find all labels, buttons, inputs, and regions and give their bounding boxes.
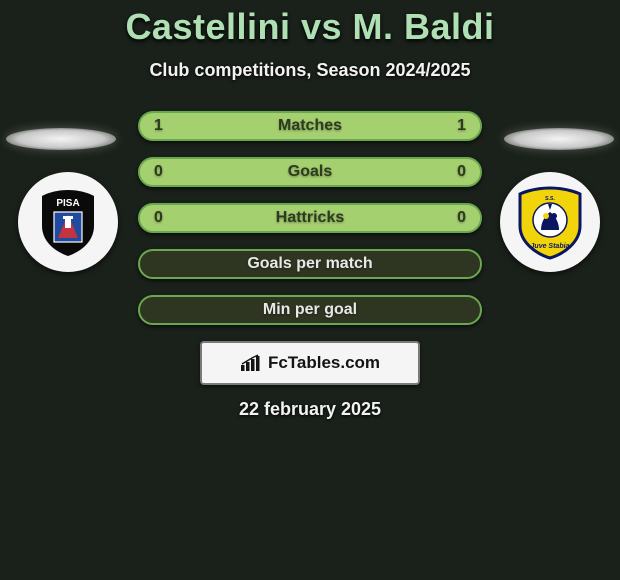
stat-row: Goals per match — [138, 249, 482, 279]
stat-left-value: 1 — [154, 117, 166, 135]
juve-stabia-crest-icon: S.S. Juve Stabia — [510, 182, 590, 262]
stat-right-value: 0 — [454, 163, 466, 181]
club-badge-left: PISA — [18, 172, 118, 272]
source-plaque: FcTables.com — [200, 341, 420, 385]
stat-row: 1 Matches 1 — [138, 111, 482, 141]
pisa-crest-icon: PISA — [32, 186, 104, 258]
plaque-text: FcTables.com — [268, 353, 380, 373]
page-title: Castellini vs M. Baldi — [0, 0, 620, 48]
svg-text:PISA: PISA — [56, 198, 79, 209]
stat-label: Goals — [288, 163, 332, 181]
stat-row: 0 Goals 0 — [138, 157, 482, 187]
stat-right-value: 1 — [454, 117, 466, 135]
bar-chart-icon — [240, 354, 262, 372]
stat-label: Min per goal — [263, 301, 357, 319]
stat-label: Matches — [278, 117, 342, 135]
date-label: 22 february 2025 — [0, 399, 620, 420]
stat-left-value: 0 — [154, 209, 166, 227]
subtitle: Club competitions, Season 2024/2025 — [0, 60, 620, 81]
stat-right-value: 0 — [454, 209, 466, 227]
svg-text:Juve Stabia: Juve Stabia — [531, 243, 570, 250]
stat-label: Goals per match — [247, 255, 372, 273]
stat-label: Hattricks — [276, 209, 344, 227]
stat-left-value: 0 — [154, 163, 166, 181]
spotlight-left — [6, 128, 116, 150]
spotlight-right — [504, 128, 614, 150]
stat-row: 0 Hattricks 0 — [138, 203, 482, 233]
stat-row: Min per goal — [138, 295, 482, 325]
club-badge-right: S.S. Juve Stabia — [500, 172, 600, 272]
svg-text:S.S.: S.S. — [545, 196, 555, 202]
comparison-card: Castellini vs M. Baldi Club competitions… — [0, 0, 620, 580]
